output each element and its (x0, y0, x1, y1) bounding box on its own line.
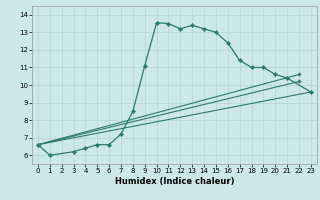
X-axis label: Humidex (Indice chaleur): Humidex (Indice chaleur) (115, 177, 234, 186)
